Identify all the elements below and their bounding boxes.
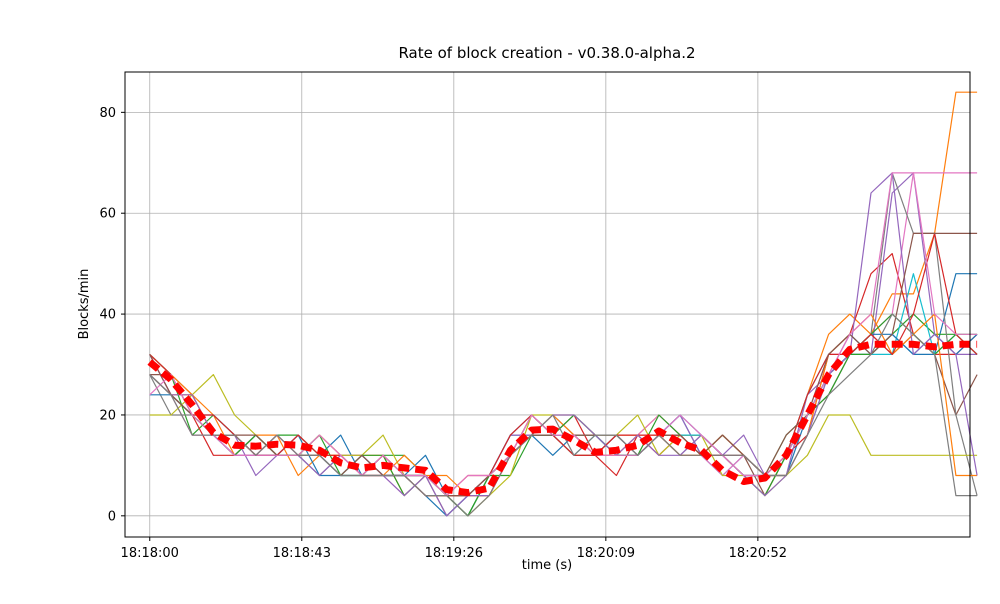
- series-line-node-16: [149, 232, 978, 497]
- x-tick-label: 18:20:09: [577, 546, 635, 561]
- series-line-node-01: [149, 273, 978, 517]
- x-tick-label: 18:18:00: [121, 546, 179, 561]
- y-tick-label: 20: [99, 408, 116, 423]
- x-tick-label: 18:18:43: [273, 546, 331, 561]
- chart-title: Rate of block creation - v0.38.0-alpha.2: [398, 44, 695, 62]
- tick-labels: 0 20 40 60 80 18:18:00 18:18:43 18:19:26 18:20:0…: [99, 106, 787, 561]
- mean-series-line: [147, 340, 978, 497]
- y-tick-label: 80: [99, 106, 116, 121]
- y-tick-label: 40: [99, 308, 116, 323]
- x-tick-label: 18:20:52: [729, 546, 787, 561]
- series-line-node-10: [149, 273, 978, 497]
- series-lines: [149, 91, 978, 517]
- series-line-node-04: [149, 253, 978, 497]
- x-tick-label: 18:19:26: [425, 546, 483, 561]
- y-tick-label: 60: [99, 207, 116, 222]
- y-tick-label: 0: [108, 509, 116, 524]
- series-line-node-14: [149, 232, 978, 497]
- x-axis-label: time (s): [522, 558, 572, 573]
- gridlines: [125, 72, 970, 537]
- y-axis-label: Blocks/min: [77, 269, 92, 340]
- series-line-node-15: [149, 172, 978, 517]
- axes-spines: [124, 71, 971, 538]
- series-line-node-12: [149, 313, 978, 497]
- plot-area: 0 20 40 60 80 18:18:00 18:18:43 18:19:26 18:20:0…: [99, 71, 978, 561]
